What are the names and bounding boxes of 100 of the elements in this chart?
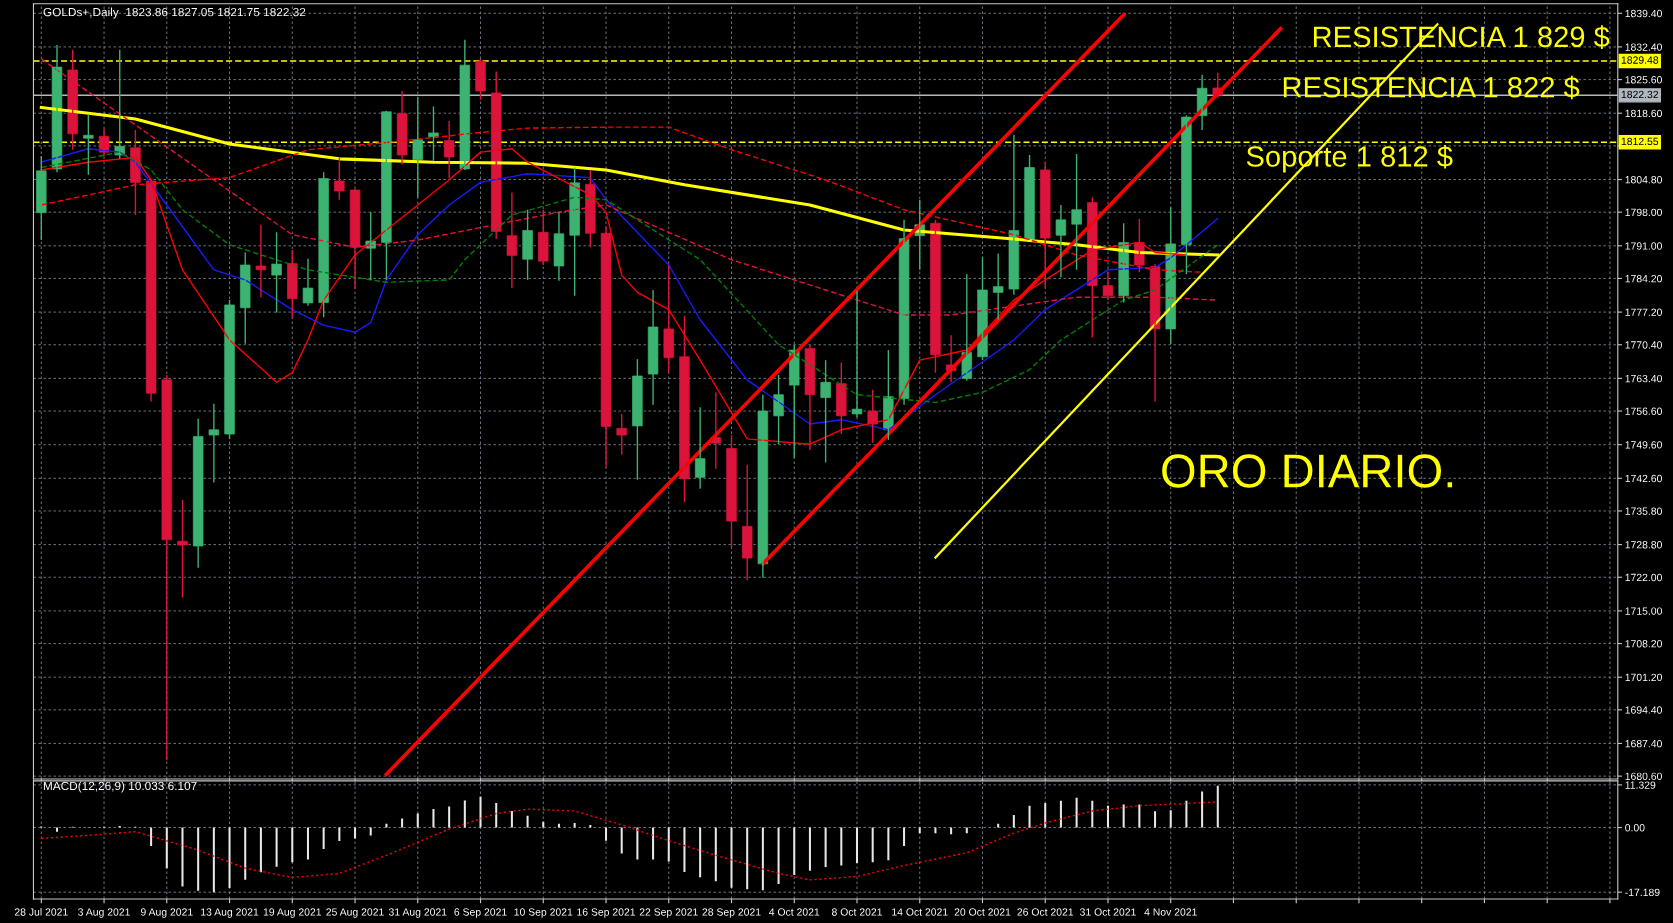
y-tick-label: 1728.80: [1625, 541, 1662, 549]
x-tick-label: 16 Sep 2021: [577, 908, 636, 918]
bar: [354, 827, 357, 839]
candlestick: [836, 361, 847, 435]
candlestick: [663, 264, 674, 374]
candlestick: [381, 110, 392, 281]
bar: [887, 827, 890, 861]
x-tick-label: 19 Aug 2021: [263, 908, 322, 918]
candlestick: [820, 359, 831, 464]
y-tick-label: 1687.40: [1625, 739, 1662, 748]
bar: [777, 827, 780, 884]
candlestick: [679, 315, 690, 504]
bar: [401, 818, 404, 828]
bar: [510, 810, 513, 828]
bar: [840, 827, 843, 866]
x-tick-label: 20 Oct 2021: [954, 908, 1011, 916]
bar: [55, 827, 59, 832]
bar: [573, 823, 576, 828]
candlestick: [1071, 153, 1082, 271]
bar: [1169, 810, 1172, 828]
bar: [1106, 805, 1109, 828]
candlestick: [1181, 114, 1192, 275]
candlestick: [287, 249, 298, 319]
chart-title: MACD(12,26,9) 10.033 6.107: [43, 781, 197, 793]
bar: [322, 827, 325, 849]
candlestick: [302, 258, 314, 307]
bar: [165, 827, 168, 869]
bar: [197, 827, 200, 891]
bar: [542, 821, 545, 828]
x-tick-label: 8 Oct 2021: [831, 908, 882, 916]
x-tick-label: 4 Nov 2021: [1144, 908, 1197, 916]
y-tick-label: 1763.40: [1625, 374, 1662, 383]
bar: [855, 827, 859, 863]
bar: [557, 823, 560, 828]
bar: [212, 827, 215, 893]
bar: [636, 827, 639, 860]
candlestick: [443, 120, 455, 180]
candlestick: [271, 231, 282, 314]
y-tick-label: 1832.40: [1625, 43, 1662, 51]
y-tick-label: 1784.20: [1625, 274, 1662, 283]
candlestick: [616, 413, 627, 456]
bar: [432, 809, 435, 828]
y-tick-label: 11.329: [1625, 781, 1656, 789]
bar: [871, 827, 874, 863]
ref-line-label: 1822.32: [1621, 90, 1659, 99]
candlestick: [36, 155, 47, 241]
y-tick-label: 0.00: [1625, 824, 1645, 832]
bar: [761, 827, 764, 891]
x-tick-label: 31 Oct 2021: [1080, 908, 1136, 916]
x-tick-label: 4 Oct 2021: [769, 908, 820, 916]
y-tick-label: 1777.20: [1625, 308, 1662, 316]
y-tick-label: 1742.60: [1625, 474, 1662, 483]
y-tick-label: 1735.80: [1625, 507, 1662, 515]
bar: [495, 803, 498, 828]
y-tick-label: 1680.60: [1625, 772, 1662, 781]
bar: [1091, 800, 1094, 828]
candlestick: [867, 389, 878, 444]
x-tick-label: 31 Aug 2021: [388, 908, 447, 918]
bar: [338, 827, 341, 842]
x-tick-label: 3 Aug 2021: [78, 908, 130, 918]
bar: [479, 796, 482, 828]
candlestick: [726, 434, 737, 549]
bar: [275, 827, 278, 867]
bar: [714, 827, 717, 882]
candlestick: [83, 113, 94, 176]
x-tick-label: 28 Jul 2021: [14, 908, 68, 916]
bar: [1012, 815, 1015, 828]
bar: [589, 824, 592, 828]
x-tick-label: 26 Oct 2021: [1017, 908, 1074, 916]
candlestick: [240, 251, 251, 345]
chart-title: GOLDs+,Daily 1823.86 1827.05 1821.75 1822.32: [43, 7, 306, 19]
candlestick: [475, 58, 486, 101]
ref-line-label: 1812.55: [1621, 137, 1659, 146]
bar: [699, 827, 702, 878]
y-tick-label: 1791.00: [1625, 242, 1662, 250]
x-tick-label: 28 Sep 2021: [702, 908, 761, 918]
y-tick-label: 1839.40: [1625, 9, 1662, 18]
candlestick: [255, 223, 267, 298]
y-tick-label: 1708.20: [1625, 640, 1662, 648]
y-tick-label: 1804.80: [1625, 176, 1662, 184]
candlestick: [318, 171, 329, 319]
y-tick-label: 1715.00: [1625, 607, 1662, 615]
candlestick: [632, 358, 643, 481]
bar: [463, 800, 466, 828]
bar: [228, 827, 231, 889]
bar: [1185, 800, 1188, 828]
y-tick-label: 1701.20: [1625, 673, 1662, 682]
candlestick: [1055, 204, 1067, 279]
bar: [746, 827, 749, 890]
x-tick-label: 6 Sep 2021: [454, 908, 507, 918]
bar: [416, 813, 419, 828]
bar: [1216, 785, 1219, 828]
candlestick: [334, 156, 345, 201]
bar: [259, 827, 262, 873]
bar: [526, 815, 529, 828]
x-tick-label: 22 Sep 2021: [639, 908, 698, 918]
bar: [652, 827, 655, 860]
bar: [793, 827, 796, 875]
bar: [730, 827, 733, 888]
bar: [291, 827, 294, 863]
